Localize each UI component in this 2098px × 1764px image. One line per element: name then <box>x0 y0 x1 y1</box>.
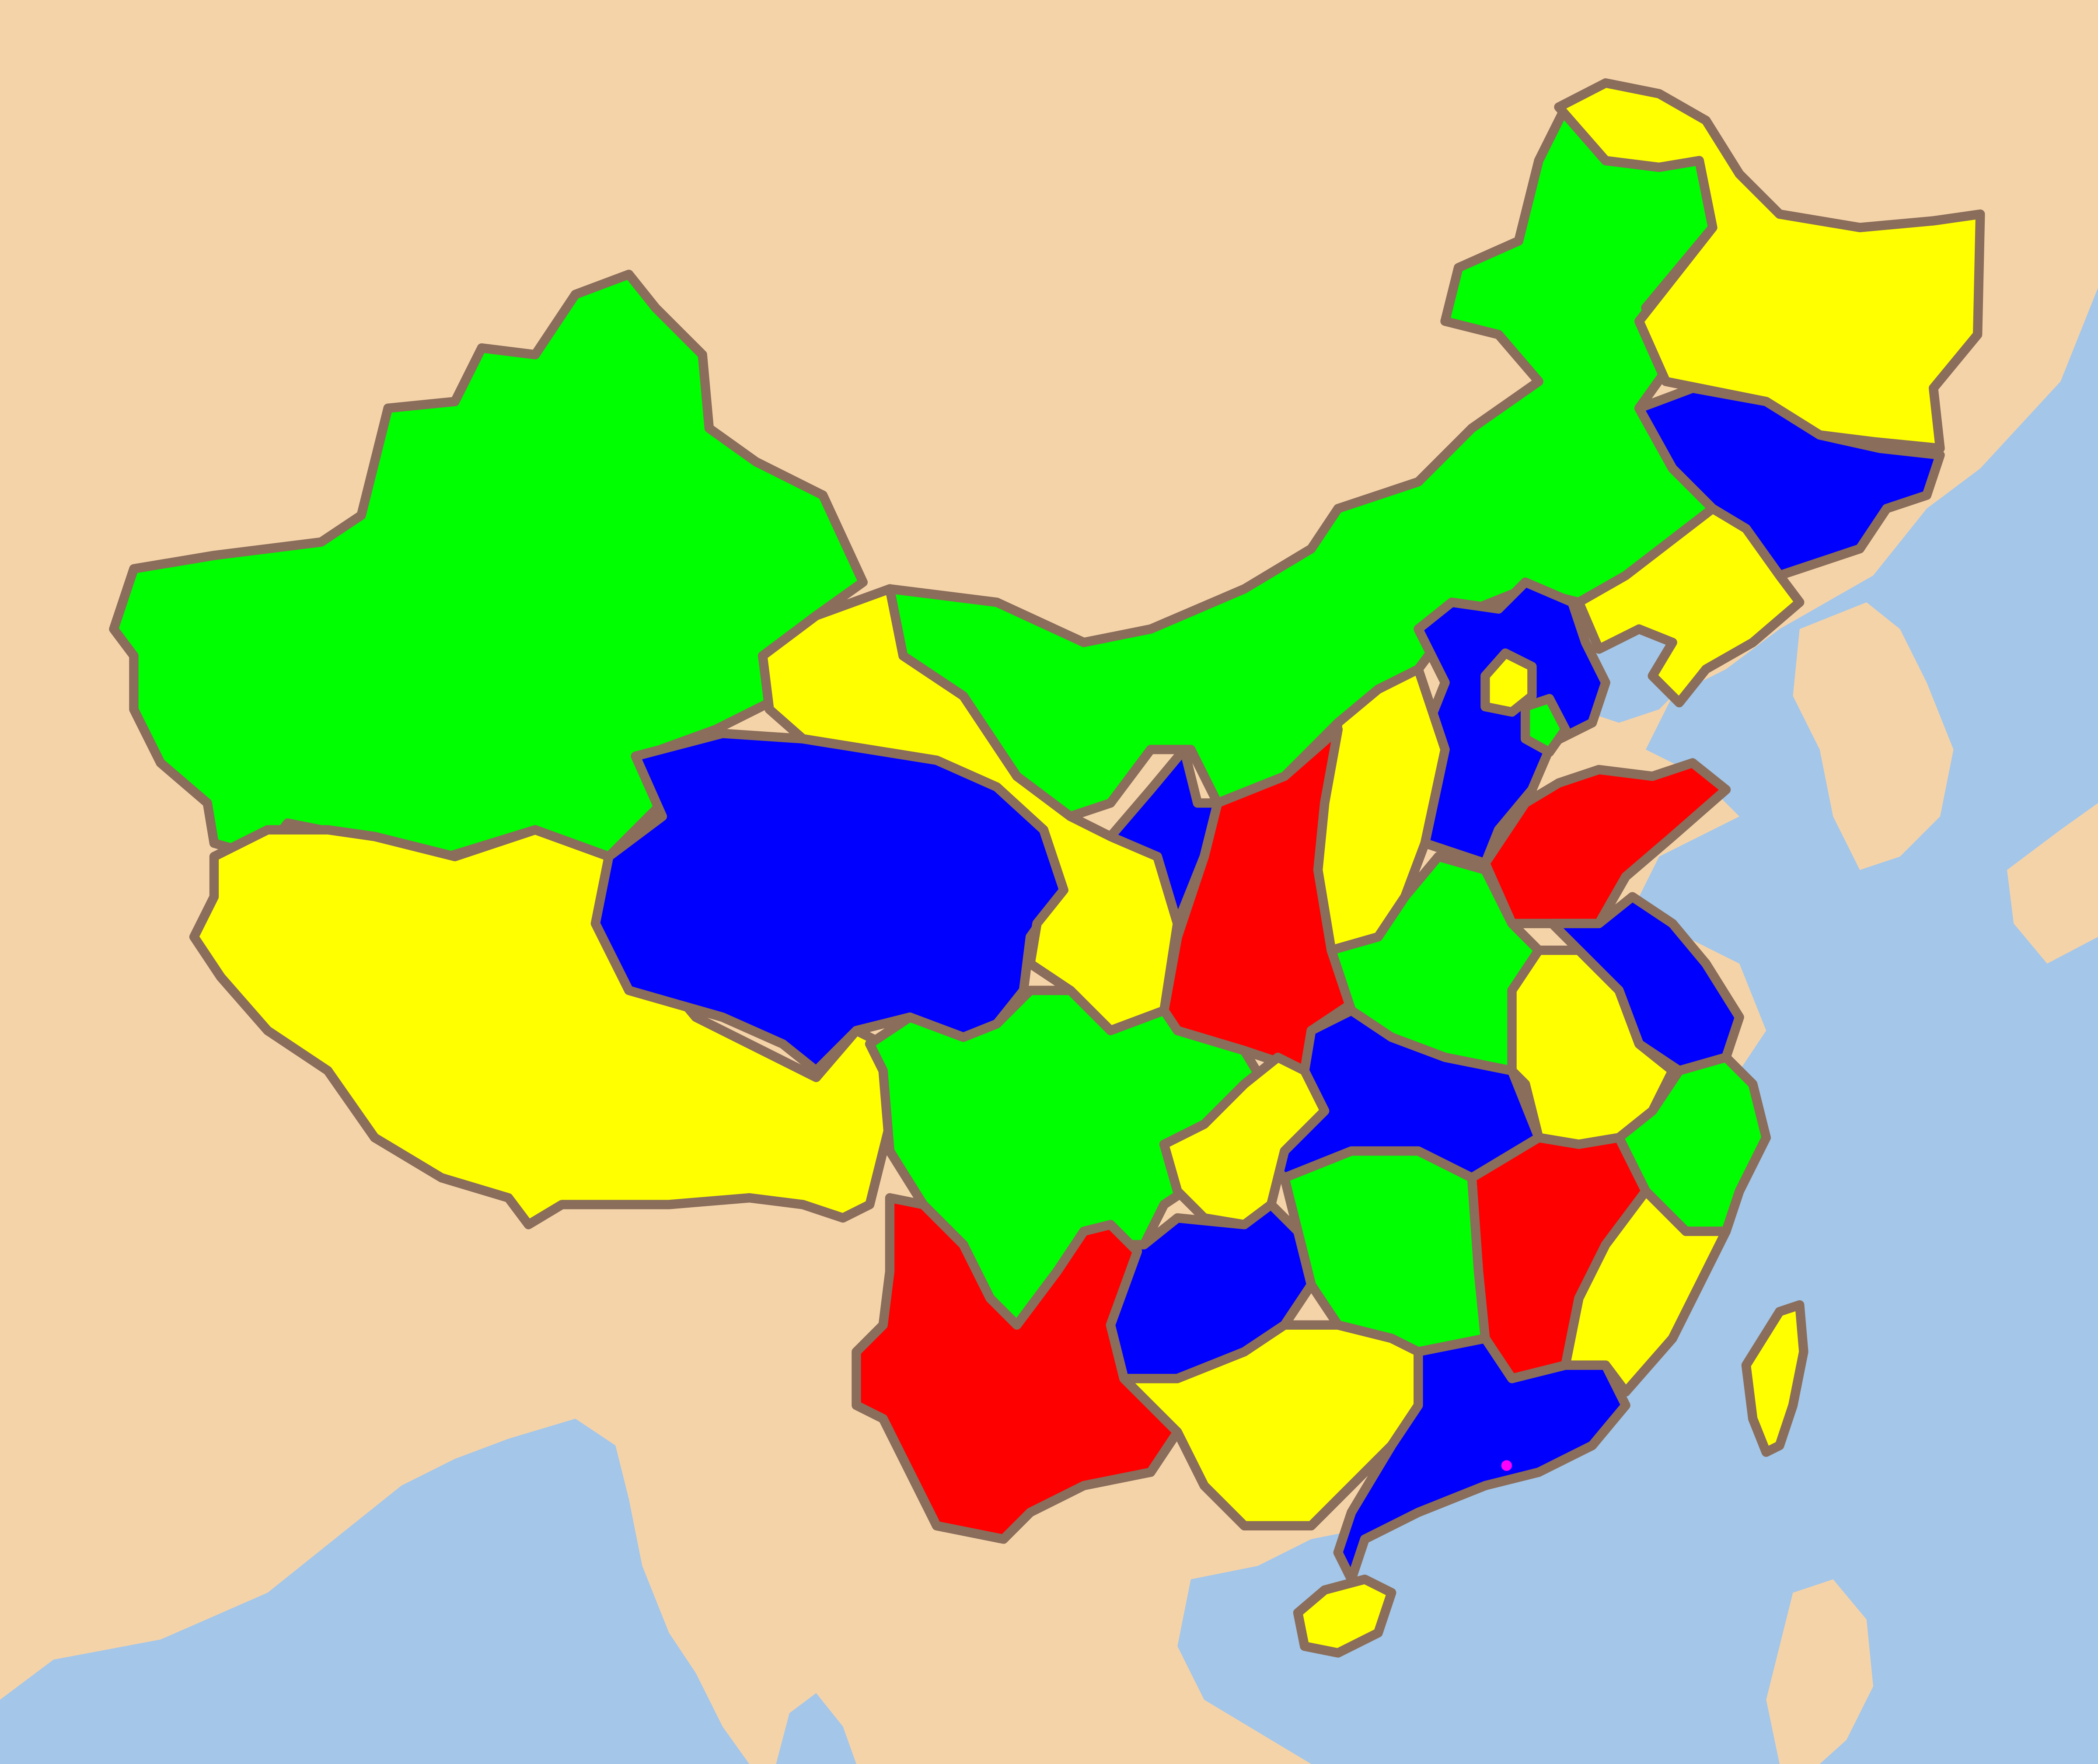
tibet-region[interactable] <box>189 825 895 1230</box>
hainan-region[interactable] <box>1293 1575 1396 1658</box>
japan-kyushu <box>2007 803 2098 964</box>
taiwan-region[interactable] <box>1741 1300 1808 1457</box>
sea-bay-of-bengal <box>0 1418 750 1764</box>
philippines-luzon <box>1766 1579 1874 1764</box>
guangdong-region[interactable] <box>1333 1334 1630 1584</box>
tianjin-region[interactable] <box>1520 694 1571 757</box>
fujian-region[interactable] <box>1560 1186 1731 1397</box>
korean-peninsula <box>1793 602 1954 870</box>
neighbour-land <box>1766 602 2098 1764</box>
heilongjiang-region[interactable] <box>1554 78 1985 453</box>
ningxia-region[interactable] <box>1106 744 1222 929</box>
islands <box>1293 1300 1808 1658</box>
gulf-of-thailand <box>776 1693 856 1764</box>
hong-kong-marker <box>1501 1460 1512 1471</box>
liaoning-region[interactable] <box>1574 504 1805 708</box>
chongqing-region[interactable] <box>1159 1052 1330 1230</box>
provinces <box>109 78 1985 1584</box>
beijing-region[interactable] <box>1480 648 1537 717</box>
